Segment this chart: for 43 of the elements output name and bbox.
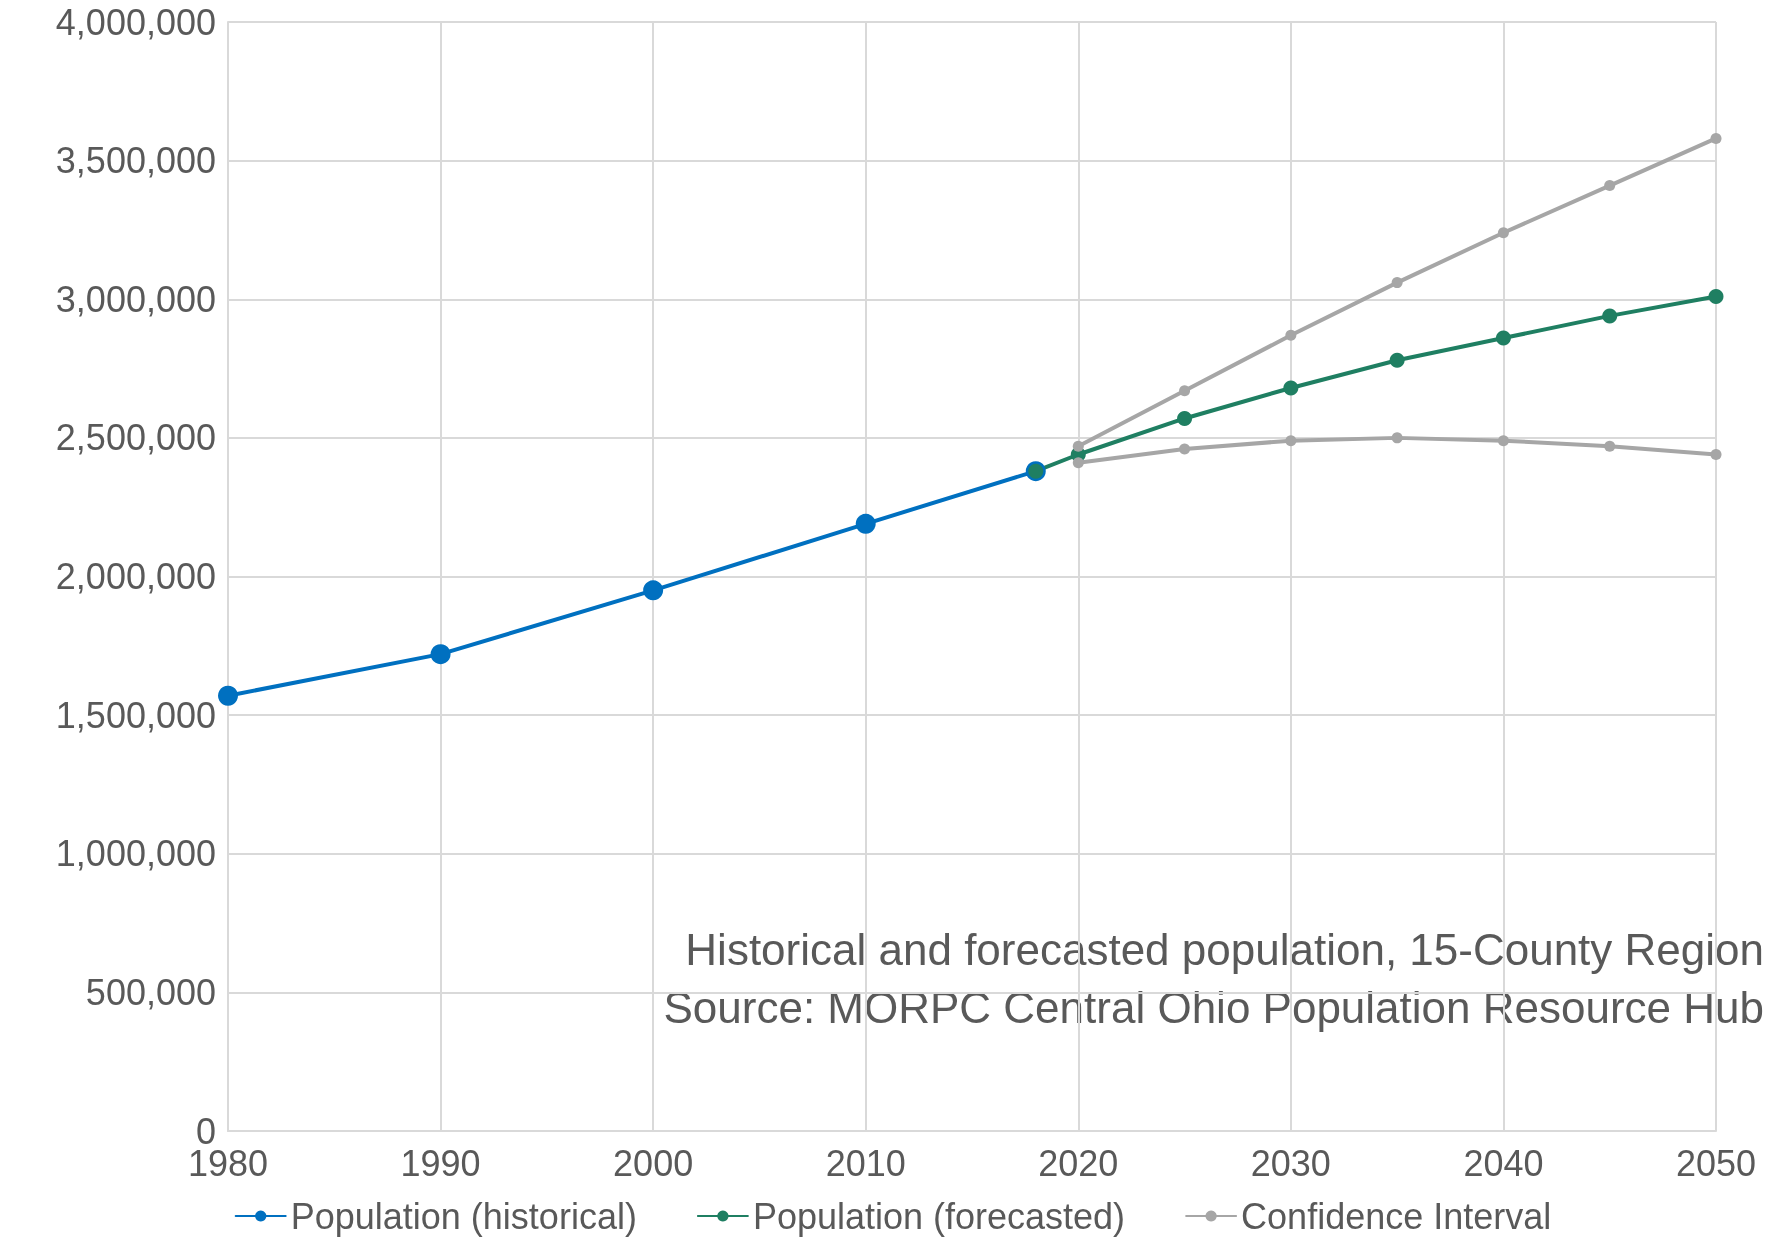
legend-label: Population (historical)	[290, 1195, 637, 1237]
annotation: Historical and forecasted population, 15-County Region	[685, 924, 1764, 974]
point	[1391, 277, 1403, 289]
point	[1177, 410, 1193, 426]
x-tick-label: 2000	[613, 1142, 694, 1184]
point	[1602, 308, 1618, 324]
x-tick-label: 1990	[400, 1142, 481, 1184]
point	[1285, 329, 1297, 341]
legend-label: Population (forecasted)	[752, 1195, 1126, 1237]
point	[643, 580, 664, 601]
x-tick-label: 2020	[1038, 1142, 1119, 1184]
x-tick-label: 2050	[1675, 1142, 1757, 1184]
point	[1179, 443, 1191, 455]
point	[1495, 330, 1511, 346]
y-tick-label: 1,000,000	[55, 833, 216, 875]
point	[218, 685, 238, 706]
point	[1283, 380, 1299, 396]
x-tick-label: 2010	[825, 1142, 906, 1184]
y-tick-label: 4,000,000	[55, 1, 216, 43]
point	[1604, 440, 1616, 452]
y-tick-label: 500,000	[85, 971, 216, 1013]
point	[1072, 440, 1084, 452]
point	[1179, 385, 1191, 397]
y-tick-label: 3,000,000	[55, 278, 216, 320]
point	[430, 644, 451, 665]
y-tick-label: 3,500,000	[55, 140, 216, 182]
x-tick-label: 2040	[1463, 1142, 1544, 1184]
point	[1708, 288, 1724, 304]
point	[1072, 457, 1084, 469]
point	[1710, 132, 1722, 144]
point	[1285, 435, 1297, 447]
point	[855, 513, 876, 534]
x-tick-label: 2030	[1250, 1142, 1331, 1184]
point	[1604, 180, 1616, 192]
point	[1391, 432, 1403, 444]
legend-label: Confidence Interval	[1241, 1195, 1552, 1237]
point	[1710, 449, 1722, 461]
y-tick-label: 2,500,000	[55, 417, 216, 459]
point	[1497, 227, 1509, 239]
point	[1497, 435, 1509, 447]
point	[1389, 352, 1405, 368]
y-tick-label: 1,500,000	[55, 694, 216, 736]
y-tick-label: 2,000,000	[55, 556, 216, 597]
